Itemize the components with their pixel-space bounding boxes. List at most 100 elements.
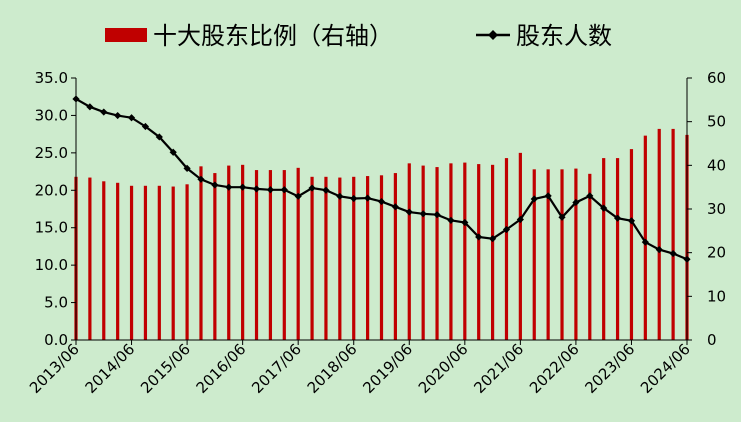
line-point-22 xyxy=(377,197,386,206)
line-point-12 xyxy=(239,183,247,191)
legend-line-marker xyxy=(488,30,498,40)
line-point-39 xyxy=(613,214,622,222)
bar-17 xyxy=(310,176,314,340)
bar-42 xyxy=(657,128,661,340)
line-point-14 xyxy=(266,186,275,194)
bar-19 xyxy=(338,177,342,340)
line-point-8 xyxy=(183,164,191,172)
bar-14 xyxy=(268,170,273,340)
left-tick-label-6: 30.0 xyxy=(35,106,68,124)
bar-23 xyxy=(393,173,397,340)
bar-30 xyxy=(490,164,495,340)
right-tick-label-3: 30 xyxy=(707,200,726,218)
bar-5 xyxy=(143,185,148,340)
left-tick-label-3: 15.0 xyxy=(35,219,68,237)
x-tick-label-8: 2021/06 xyxy=(470,340,527,397)
bar-1 xyxy=(88,177,92,340)
line-point-3 xyxy=(114,111,122,120)
bar-34 xyxy=(546,169,550,340)
legend-bar-swatch xyxy=(105,28,147,42)
line-point-10 xyxy=(211,181,219,189)
bar-24 xyxy=(407,163,411,340)
legend-line-label: 股东人数 xyxy=(516,22,612,50)
bar-21 xyxy=(366,176,370,340)
x-tick-label-2: 2015/06 xyxy=(137,340,194,397)
line-point-21 xyxy=(364,194,372,202)
right-tick-label-1: 10 xyxy=(707,287,726,305)
line-point-27 xyxy=(447,216,455,224)
bar-10 xyxy=(213,173,217,340)
legend-bar-label: 十大股东比例（右轴） xyxy=(153,22,393,50)
bar-37 xyxy=(588,173,592,340)
line-point-7 xyxy=(169,148,177,156)
x-tick-label-10: 2023/06 xyxy=(581,340,638,397)
line-point-29 xyxy=(475,233,483,241)
bar-8 xyxy=(185,184,189,340)
bar-20 xyxy=(352,176,356,340)
legend: 十大股东比例（右轴） 股东人数 xyxy=(105,22,612,50)
right-tick-label-4: 40 xyxy=(707,156,726,174)
left-tick-label-2: 10.0 xyxy=(35,256,68,274)
right-tick-label-2: 20 xyxy=(707,244,726,262)
line-point-41 xyxy=(641,238,649,246)
right-tick-label-0: 0 xyxy=(707,331,717,349)
bar-25 xyxy=(421,165,425,340)
bar-3 xyxy=(116,182,120,340)
line-point-24 xyxy=(405,208,413,216)
line-point-33 xyxy=(530,195,538,203)
x-tick-label-3: 2016/06 xyxy=(193,340,250,397)
line-point-32 xyxy=(516,215,524,224)
bar-15 xyxy=(282,170,286,340)
line-point-23 xyxy=(391,203,399,211)
line-point-36 xyxy=(572,198,580,207)
x-tick-label-6: 2019/06 xyxy=(359,340,416,397)
left-tick-label-4: 20.0 xyxy=(35,181,68,199)
line-point-31 xyxy=(502,225,511,234)
line-point-43 xyxy=(669,249,677,258)
left-axis-ticks: 0.0 5.0 10.0 15.0 20.0 25.0 30.0 35.0 xyxy=(35,69,76,349)
bar-41 xyxy=(643,135,647,340)
bar-18 xyxy=(324,176,328,340)
bar-2 xyxy=(102,181,106,340)
bar-36 xyxy=(574,168,578,340)
line-point-15 xyxy=(280,186,288,194)
right-axis-ticks: 0 10 20 30 40 50 60 xyxy=(687,69,726,349)
bar-32 xyxy=(518,152,522,340)
line-point-40 xyxy=(627,217,636,225)
right-tick-label-6: 60 xyxy=(707,69,726,87)
line-point-17 xyxy=(308,184,316,192)
line-point-4 xyxy=(127,114,136,122)
line-point-35 xyxy=(558,213,566,221)
line-point-6 xyxy=(155,133,163,141)
line-point-18 xyxy=(322,186,330,194)
x-tick-label-5: 2018/06 xyxy=(304,340,361,397)
x-tick-label-7: 2020/06 xyxy=(415,340,472,397)
line-point-28 xyxy=(461,218,469,227)
line-point-2 xyxy=(100,108,108,116)
bar-26 xyxy=(435,167,439,340)
line-point-13 xyxy=(252,185,261,193)
bar-11 xyxy=(227,165,231,340)
line-point-30 xyxy=(488,235,497,243)
bar-series xyxy=(74,128,689,340)
bar-12 xyxy=(241,164,245,340)
line-point-16 xyxy=(294,192,302,200)
line-point-5 xyxy=(141,122,150,131)
bar-7 xyxy=(171,186,175,340)
left-tick-label-7: 35.0 xyxy=(35,69,68,87)
bar-27 xyxy=(449,163,453,340)
bar-29 xyxy=(477,164,481,340)
line-point-26 xyxy=(433,211,441,219)
line-series xyxy=(72,95,691,263)
bar-6 xyxy=(157,185,161,340)
x-tick-label-11: 2024/06 xyxy=(637,340,694,397)
bar-22 xyxy=(379,175,384,340)
line-point-38 xyxy=(600,204,608,212)
bar-43 xyxy=(671,128,675,340)
line-point-20 xyxy=(350,194,358,203)
bar-39 xyxy=(615,158,620,340)
x-tick-label-4: 2017/06 xyxy=(248,340,305,397)
line-point-19 xyxy=(336,192,344,200)
